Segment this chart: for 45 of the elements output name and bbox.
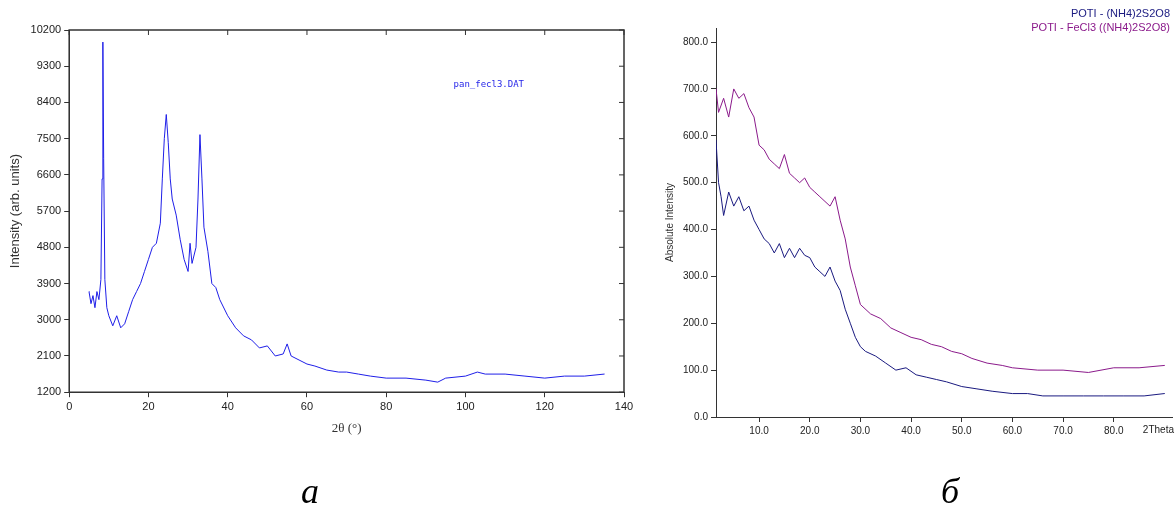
y-tick-label: 2100	[36, 349, 62, 362]
x-tick-label: 10.0	[749, 424, 770, 436]
y-tick-label: 6600	[36, 167, 62, 180]
text: а	[300, 470, 320, 512]
x-tick-label: 140	[614, 399, 634, 412]
x-axis-title: 2Theta	[1142, 423, 1175, 435]
x-tick-label: 40	[221, 399, 234, 412]
x-tick-label: 120	[535, 399, 554, 412]
y-tick-label: 5700	[36, 204, 62, 217]
x-tick-label: 70.0	[1053, 424, 1074, 436]
y-tick-label: 700.0	[682, 82, 709, 94]
x-tick-label: 20	[142, 399, 155, 412]
y-tick-label: 800.0	[682, 35, 709, 47]
x-tick-label: 40.0	[901, 424, 922, 436]
x-tick-label: 30.0	[850, 424, 871, 436]
y-tick-label: 9300	[36, 59, 62, 72]
text: pan_fecl3.DAT	[453, 79, 525, 90]
x-tick-label: 50.0	[952, 424, 972, 436]
y-tick-label: 3900	[36, 276, 62, 289]
y-tick-label: 8400	[36, 95, 62, 108]
y-tick-label: 4800	[36, 240, 62, 253]
y-tick-label: 0.0	[694, 410, 709, 422]
y-tick-label: 400.0	[682, 223, 709, 235]
x-tick-label: 100	[456, 399, 475, 412]
y-tick-label: 100.0	[682, 363, 709, 375]
x-tick-label: 80.0	[1104, 424, 1124, 436]
y-tick-label: 7500	[36, 131, 62, 144]
text: б	[939, 470, 961, 512]
text: POTI - (NH4)2S2O8	[1070, 7, 1171, 20]
x-tick-label: 60.0	[1002, 424, 1023, 436]
x-axis-title: 2θ (°)	[331, 419, 362, 435]
x-tick-label: 0	[66, 399, 73, 412]
y-tick-label: 3000	[36, 312, 62, 325]
text: POTI - FeCl3 ((NH4)2S2O8)	[1031, 21, 1170, 34]
x-tick-label: 20.0	[800, 424, 820, 436]
y-axis-title: Intensity (arb. units)	[7, 154, 23, 269]
x-tick-label: 80	[380, 399, 393, 412]
y-tick-label: 1200	[36, 385, 62, 398]
y-tick-label: 200.0	[682, 317, 709, 329]
y-axis-title: Absolute Intensity	[663, 183, 675, 262]
x-tick-label: 60	[300, 399, 314, 412]
y-tick-label: 10200	[30, 23, 62, 36]
y-tick-label: 500.0	[682, 176, 709, 188]
y-tick-label: 300.0	[682, 270, 709, 282]
y-tick-label: 600.0	[682, 129, 709, 141]
